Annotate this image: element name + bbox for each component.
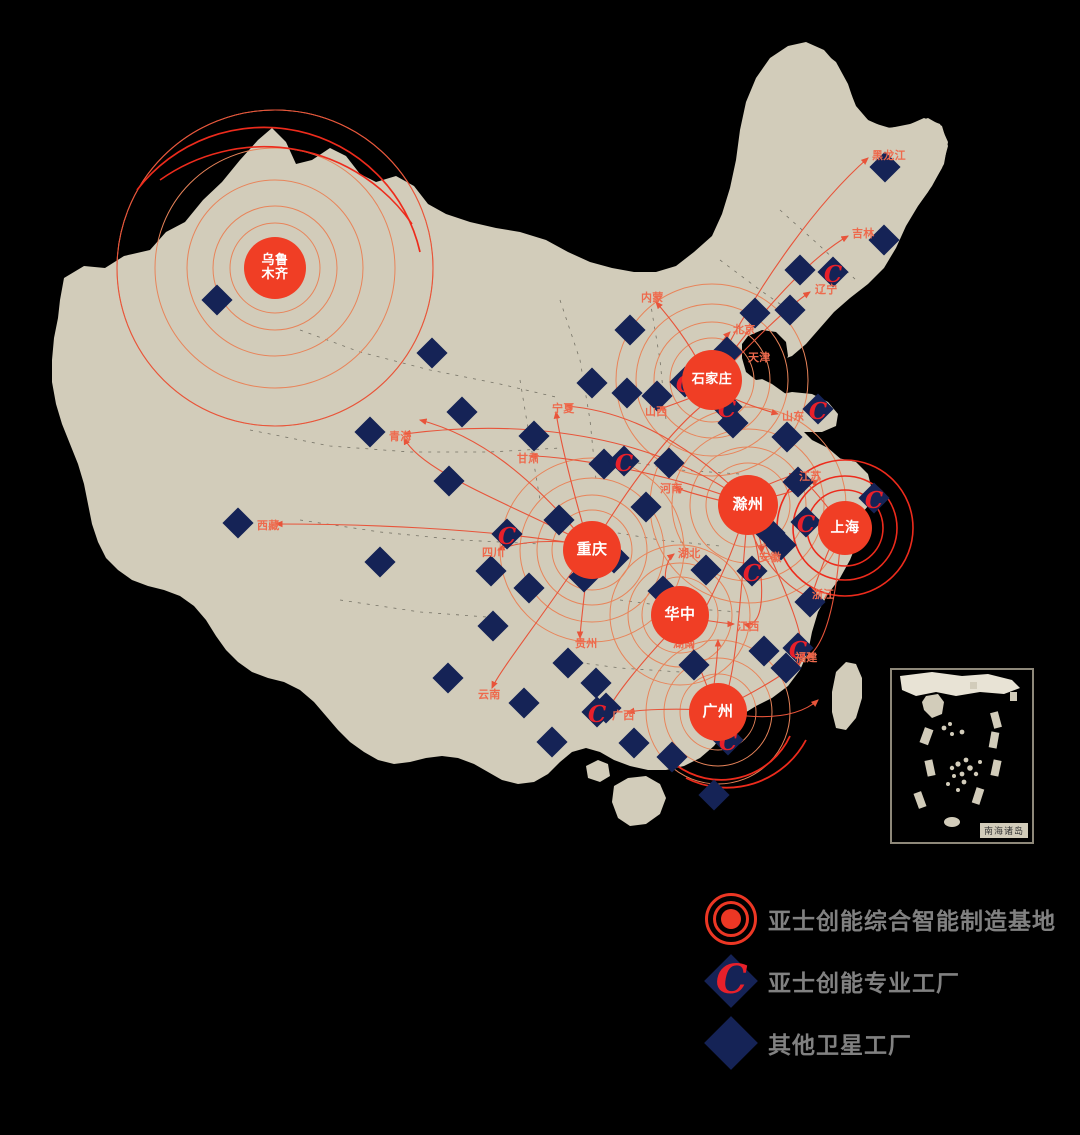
legend-icon-wrap — [700, 889, 762, 949]
label-hubei: 湖北 — [678, 547, 701, 560]
label-shandong: 山东 — [782, 410, 805, 423]
satellite-factory — [552, 647, 584, 679]
label-zhejiang: 浙江 — [812, 588, 835, 601]
satellite-factory — [354, 416, 386, 448]
label-beijing: 北京 — [733, 323, 756, 336]
hub-shanghai[interactable]: 上海 — [818, 501, 872, 555]
satellite-factory — [611, 377, 643, 409]
hub-huazhong[interactable]: 华中 — [651, 586, 709, 644]
satellite-factory — [536, 726, 568, 758]
satellite-factory — [771, 421, 803, 453]
hub-label-line2: 木齐 — [261, 267, 289, 282]
label-neimeng: 内蒙 — [641, 291, 664, 304]
satellite-factory — [653, 447, 685, 479]
svg-text:C: C — [797, 511, 816, 538]
south-china-sea-inset: 南海诸岛 — [890, 668, 1034, 844]
satellite-factory — [364, 546, 396, 578]
concentric-rings-icon — [705, 893, 757, 945]
branded-factory-henan: C — [608, 445, 640, 477]
label-anhui: 安徽 — [759, 551, 782, 564]
satellite-factory — [678, 649, 710, 681]
satellite-factory — [698, 779, 730, 811]
label-sichuan: 四川 — [482, 546, 505, 559]
label-qinghai: 青海 — [389, 430, 412, 443]
legend-label-manufacturing-base: 亚士创能综合智能制造基地 — [768, 909, 1056, 935]
satellite-factory — [576, 367, 608, 399]
svg-text:C: C — [865, 487, 884, 514]
hub-chongqing[interactable]: 重庆 — [563, 521, 621, 579]
satellite-factory — [774, 294, 806, 326]
satellite-factory — [784, 254, 816, 286]
branded-factory-shandong: C — [802, 393, 834, 425]
legend-icon-wrap — [700, 1013, 762, 1073]
satellite-factory — [477, 610, 509, 642]
svg-text:C: C — [824, 261, 843, 288]
svg-text:C: C — [498, 523, 517, 550]
svg-text:C: C — [789, 637, 808, 664]
label-guangxi: 广西 — [612, 709, 635, 722]
satellite-factory — [432, 662, 464, 694]
hub-shijiazhuang[interactable]: 石家庄 — [682, 350, 742, 410]
label-jiangsu: 江苏 — [799, 470, 822, 483]
satellite-factory — [518, 420, 550, 452]
label-jiangxi: 江西 — [737, 620, 760, 633]
branded-factory-guangxi: C — [581, 696, 613, 728]
c-logo-icon: C — [715, 956, 748, 1004]
legend-item-satellite-factory[interactable]: 其他卫星工厂 — [700, 1012, 1060, 1074]
landmass — [52, 42, 948, 826]
satellite-factory — [222, 507, 254, 539]
label-henan: 河南 — [660, 482, 683, 495]
svg-text:C: C — [588, 701, 607, 728]
label-gansu: 甘肃 — [517, 452, 540, 465]
satellite-factory — [656, 741, 688, 773]
satellite-factory — [513, 572, 545, 604]
inset-caption: 南海诸岛 — [979, 823, 1028, 838]
satellite-factory — [433, 465, 465, 497]
svg-text:C: C — [809, 398, 828, 425]
label-xizang: 西藏 — [257, 519, 280, 532]
satellite-factory — [630, 491, 662, 523]
satellite-factory — [618, 727, 650, 759]
diamond-icon — [704, 1016, 758, 1070]
hub-chuzhou[interactable]: 滁州 — [718, 475, 778, 535]
satellite-factory — [201, 284, 233, 316]
satellite-factory — [446, 396, 478, 428]
label-shanxi: 山西 — [645, 405, 668, 418]
label-tianjin: 天津 — [748, 351, 771, 364]
branded-factory-anhui: C — [736, 555, 768, 587]
branded-factory-shanghai-north: C — [858, 482, 890, 514]
hub-urumqi[interactable]: 乌鲁 木齐 — [244, 237, 306, 299]
label-fujian: 福建 — [795, 651, 818, 664]
satellite-factory — [748, 635, 780, 667]
label-ningxia: 宁夏 — [552, 402, 575, 415]
svg-text:C: C — [743, 560, 762, 587]
label-guizhou: 贵州 — [575, 637, 598, 650]
branded-factory-liaoning: C — [817, 256, 849, 288]
label-liaoning: 辽宁 — [815, 283, 838, 296]
branded-factory-jiangsu: C — [790, 506, 822, 538]
satellite-factory — [475, 555, 507, 587]
label-heilongjiang: 黑龙江 — [872, 149, 906, 162]
inset-map-svg — [900, 672, 1020, 827]
legend-item-professional-factory[interactable]: C 亚士创能专业工厂 — [700, 950, 1060, 1012]
legend: 亚士创能综合智能制造基地 C 亚士创能专业工厂 其他卫星工厂 — [700, 888, 1060, 1074]
satellite-diamonds — [201, 151, 901, 811]
legend-item-manufacturing-base[interactable]: 亚士创能综合智能制造基地 — [700, 888, 1060, 950]
label-jilin: 吉林 — [852, 227, 875, 240]
branded-factory-sichuan: C — [491, 518, 523, 550]
hub-guangzhou[interactable]: 广州 — [689, 683, 747, 741]
svg-text:C: C — [615, 450, 634, 477]
legend-label-professional-factory: 亚士创能专业工厂 — [768, 971, 960, 997]
legend-label-satellite-factory: 其他卫星工厂 — [768, 1033, 912, 1059]
label-yunnan: 云南 — [478, 688, 501, 701]
legend-icon-wrap: C — [700, 951, 762, 1011]
satellite-factory — [508, 687, 540, 719]
satellite-factory — [614, 314, 646, 346]
hub-label-line1: 乌鲁 — [261, 253, 289, 269]
satellite-factory — [416, 337, 448, 369]
